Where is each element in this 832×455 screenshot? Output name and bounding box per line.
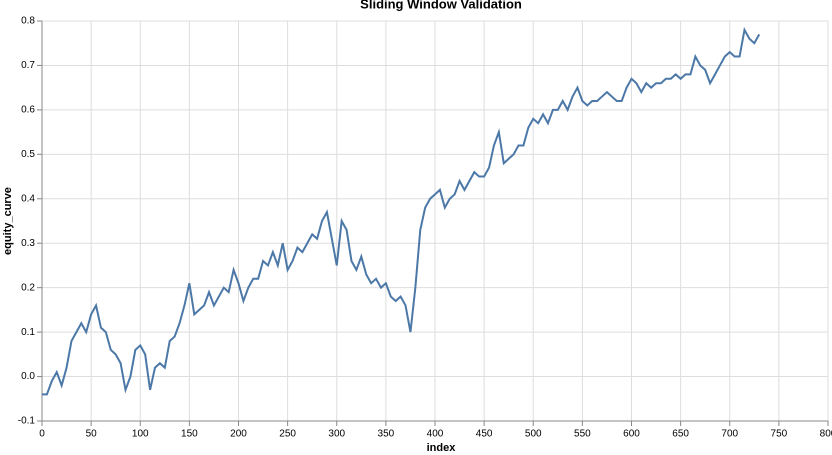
x-tick-label: 800: [820, 429, 832, 440]
y-tick-label: -0.1: [18, 416, 36, 427]
chart-title: Sliding Window Validation: [360, 0, 522, 11]
y-tick-label: 0.8: [21, 16, 35, 27]
x-tick-label: 550: [574, 429, 591, 440]
x-tick-label: 750: [771, 429, 788, 440]
y-tick-label: 0.4: [21, 193, 35, 204]
x-tick-label: 100: [132, 429, 149, 440]
x-tick-label: 50: [86, 429, 98, 440]
x-tick-label: 250: [279, 429, 296, 440]
x-tick-label: 400: [427, 429, 444, 440]
x-axis-label: index: [427, 442, 457, 454]
x-tick-label: 200: [230, 429, 247, 440]
x-tick-label: 150: [181, 429, 198, 440]
y-tick-label: 0.1: [21, 327, 35, 338]
x-tick-label: 650: [672, 429, 689, 440]
x-tick-label: 450: [476, 429, 493, 440]
x-tick-label: 600: [623, 429, 640, 440]
x-tick-label: 500: [525, 429, 542, 440]
x-tick-label: 350: [378, 429, 395, 440]
x-tick-label: 700: [721, 429, 738, 440]
y-axis-label: equity_curve: [2, 187, 14, 255]
y-tick-label: 0.6: [21, 105, 35, 116]
y-tick-label: 0.2: [21, 282, 35, 293]
y-tick-label: 0.3: [21, 238, 35, 249]
line-series: [42, 26, 761, 396]
y-tick-label: 0.0: [21, 371, 35, 382]
y-tick-label: 0.5: [21, 149, 35, 160]
y-tick-label: 0.7: [21, 60, 35, 71]
x-tick-label: 0: [39, 429, 45, 440]
x-tick-label: 300: [328, 429, 345, 440]
